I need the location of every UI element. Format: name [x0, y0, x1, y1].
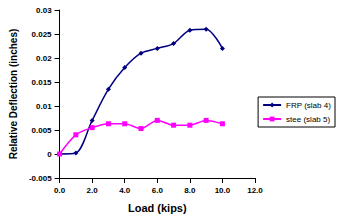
svg-text:6.0: 6.0 — [152, 186, 164, 195]
svg-text:12.0: 12.0 — [247, 186, 263, 195]
svg-text:Load (kips): Load (kips) — [128, 202, 187, 214]
svg-text:10.0: 10.0 — [215, 186, 231, 195]
svg-text:4.0: 4.0 — [119, 186, 131, 195]
svg-text:0.03: 0.03 — [36, 6, 52, 15]
svg-text:0.015: 0.015 — [32, 78, 53, 87]
svg-text:0: 0 — [47, 150, 52, 159]
svg-text:2.0: 2.0 — [87, 186, 99, 195]
svg-text:0.005: 0.005 — [32, 126, 53, 135]
svg-text:0.0: 0.0 — [54, 186, 66, 195]
svg-text:Relative Deflection (inches): Relative Deflection (inches) — [8, 29, 19, 160]
svg-text:8.0: 8.0 — [184, 186, 196, 195]
svg-text:stee (slab 5): stee (slab 5) — [286, 115, 330, 124]
svg-text:0.01: 0.01 — [36, 102, 52, 111]
svg-text:FRP (slab 4): FRP (slab 4) — [286, 101, 331, 110]
svg-text:0.025: 0.025 — [32, 30, 53, 39]
svg-text:0.02: 0.02 — [36, 54, 52, 63]
svg-text:-0.005: -0.005 — [29, 174, 52, 183]
